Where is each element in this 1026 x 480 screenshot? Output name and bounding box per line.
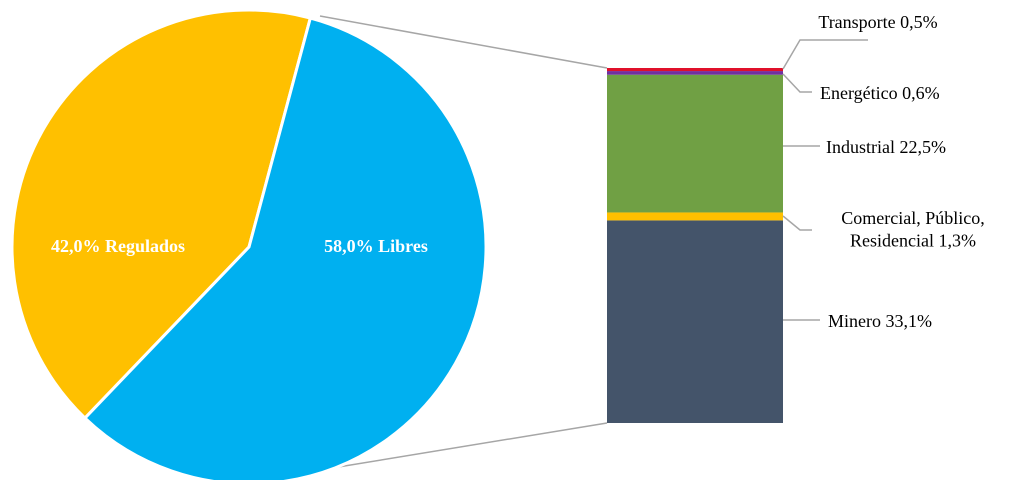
bar-segment-energetico bbox=[607, 71, 783, 75]
leader-line-energetico bbox=[782, 73, 812, 93]
bar-label-line: Industrial 22,5% bbox=[826, 137, 946, 157]
pie-slice-regulados bbox=[10, 8, 313, 421]
bar-label-line: Comercial, Público, bbox=[841, 208, 984, 228]
bar-segment-transporte bbox=[607, 68, 783, 72]
leader-line-transporte bbox=[782, 39, 868, 70]
bar-label-line: Energético 0,6% bbox=[820, 83, 940, 103]
connector-line-top bbox=[319, 15, 608, 69]
bar-label-line: Residencial 1,3% bbox=[850, 231, 976, 251]
bar-segment-comercial bbox=[607, 212, 783, 221]
bar-label-line: Minero 33,1% bbox=[828, 311, 932, 331]
bar-label-line: Transporte 0,5% bbox=[818, 12, 937, 32]
bar-segment-industrial bbox=[607, 74, 783, 213]
pie: 42,0% Regulados 58,0% Libres bbox=[10, 8, 488, 480]
pie-label-regulados: 42,0% Regulados bbox=[51, 236, 185, 256]
pie-label-libres: 58,0% Libres bbox=[324, 236, 428, 256]
bar-leader-lines bbox=[782, 39, 868, 321]
bar-label-minero: Minero 33,1% bbox=[828, 311, 932, 331]
bar-label-comercial: Comercial, Público, Residencial 1,3% bbox=[841, 208, 984, 251]
bar-label-industrial: Industrial 22,5% bbox=[826, 137, 946, 157]
bar-labels: Minero 33,1% Comercial, Público, Residenci… bbox=[818, 12, 984, 331]
bar-label-transporte: Transporte 0,5% bbox=[818, 12, 937, 32]
leader-line-comercial bbox=[782, 215, 812, 231]
stacked-bar bbox=[607, 68, 783, 423]
bar-label-energetico: Energético 0,6% bbox=[820, 83, 940, 103]
pie-slice-libres bbox=[82, 16, 488, 480]
bar-segment-minero bbox=[607, 220, 783, 423]
connector-lines bbox=[319, 15, 608, 471]
connector-line-bottom bbox=[319, 422, 608, 471]
